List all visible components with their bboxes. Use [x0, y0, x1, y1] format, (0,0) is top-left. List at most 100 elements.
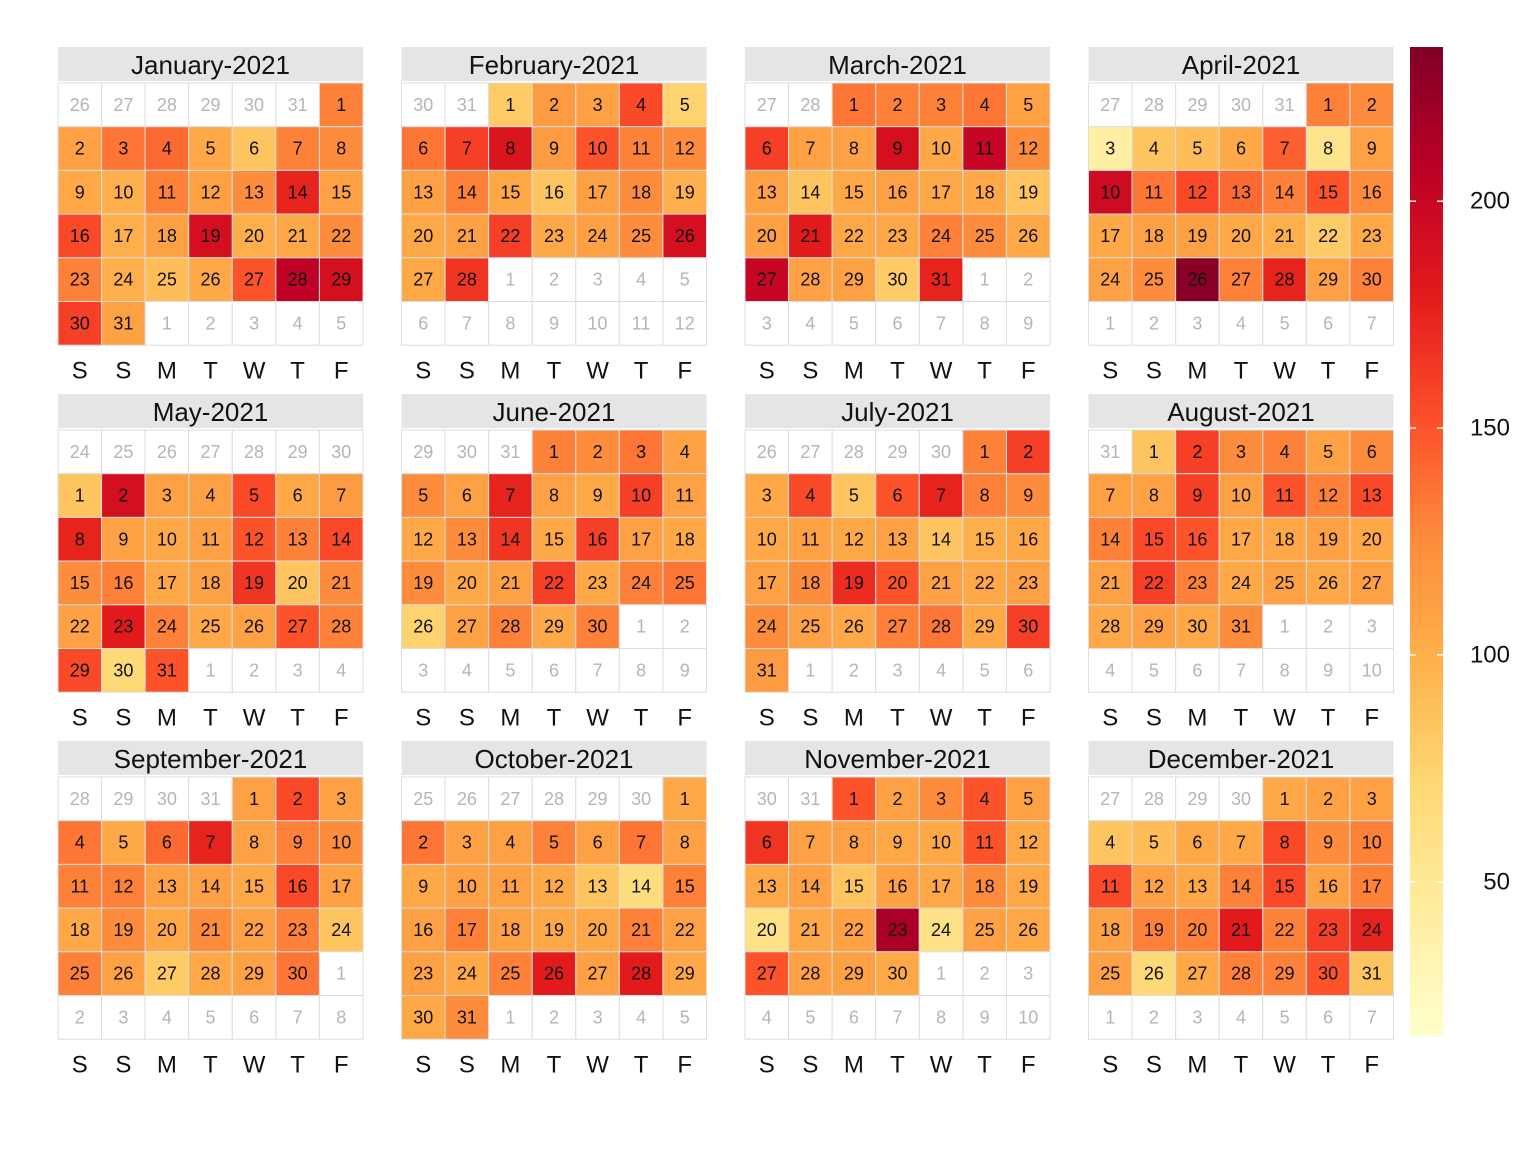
day-number: 20: [887, 573, 907, 593]
day-cell: [744, 257, 790, 302]
day-number: 27: [244, 270, 264, 290]
weekday-label: T: [977, 1052, 992, 1079]
day-number: 14: [500, 529, 520, 549]
empty-cell: [875, 301, 920, 346]
empty-cell: [57, 995, 103, 1040]
day-cell: [101, 820, 146, 865]
day-number: 22: [544, 573, 564, 593]
day-number: 19: [113, 920, 133, 940]
day-number: 21: [800, 226, 820, 246]
day-number: 1: [249, 789, 259, 809]
day-number: 21: [800, 920, 820, 940]
day-number: 19: [1187, 226, 1207, 246]
day-number: 4: [75, 833, 85, 853]
day-number: 24: [757, 617, 777, 637]
day-cell: [962, 820, 1007, 865]
day-number: 2: [1023, 442, 1033, 462]
day-number: 7: [336, 486, 346, 506]
weekday-label: T: [890, 705, 905, 732]
day-number: 21: [1231, 920, 1251, 940]
empty-cell: [101, 429, 146, 475]
day-number: 14: [457, 182, 477, 202]
empty-cell: [831, 995, 877, 1040]
weekday-label: S: [1102, 1052, 1118, 1079]
empty-cell: [1131, 301, 1177, 346]
day-number: 7: [1280, 139, 1290, 159]
empty-cell: [444, 429, 490, 475]
empty-cell: [444, 648, 490, 693]
day-number: 1: [75, 486, 85, 506]
day-cell: [1005, 473, 1051, 518]
outside-day-number: 3: [418, 660, 428, 680]
day-number: 2: [549, 95, 559, 115]
day-number: 25: [975, 920, 995, 940]
outside-day-number: 1: [1105, 1007, 1115, 1027]
day-number: 15: [844, 876, 864, 896]
day-cell: [318, 604, 364, 649]
day-cell: [1131, 516, 1177, 562]
day-cell: [318, 776, 364, 822]
day-cell: [662, 169, 708, 215]
day-number: 12: [1318, 486, 1338, 506]
day-number: 15: [244, 876, 264, 896]
day-number: 3: [1236, 442, 1246, 462]
day-number: 10: [588, 139, 608, 159]
day-cell: [57, 648, 103, 693]
weekday-label: M: [157, 358, 177, 385]
day-cell: [744, 516, 790, 562]
day-cell: [101, 301, 146, 346]
day-cell: [744, 820, 790, 865]
day-number: 31: [457, 1007, 477, 1027]
outside-day-number: 3: [1367, 617, 1377, 637]
day-number: 1: [849, 95, 859, 115]
day-number: 11: [975, 833, 994, 853]
day-number: 27: [588, 964, 608, 984]
day-cell: [488, 473, 533, 518]
day-number: 10: [157, 529, 177, 549]
outside-day-number: 2: [75, 1007, 85, 1027]
empty-cell: [1175, 82, 1220, 128]
day-cell: [231, 560, 277, 606]
day-number: 4: [205, 486, 215, 506]
outside-day-number: 2: [849, 660, 859, 680]
day-number: 16: [588, 529, 608, 549]
day-number: 5: [849, 486, 859, 506]
day-number: 6: [1367, 442, 1377, 462]
empty-cell: [1005, 301, 1051, 346]
day-cell: [1262, 776, 1307, 822]
weekday-label: F: [1364, 358, 1379, 385]
day-number: 21: [331, 573, 351, 593]
weekday-label: M: [844, 358, 864, 385]
outside-day-number: 30: [244, 95, 264, 115]
outside-day-number: 29: [1187, 789, 1207, 809]
outside-day-number: 30: [413, 95, 433, 115]
day-number: 13: [1362, 486, 1382, 506]
day-number: 11: [70, 876, 89, 896]
day-cell: [1349, 126, 1395, 171]
empty-cell: [918, 648, 964, 693]
day-number: 4: [1105, 833, 1115, 853]
outside-day-number: 28: [544, 789, 564, 809]
day-number: 29: [1318, 270, 1338, 290]
day-number: 7: [293, 139, 303, 159]
empty-cell: [488, 995, 533, 1040]
day-cell: [1305, 82, 1351, 128]
day-number: 12: [1144, 876, 1164, 896]
day-number: 9: [118, 529, 128, 549]
weekday-label: T: [547, 705, 562, 732]
outside-day-number: 4: [293, 313, 303, 333]
day-cell: [1175, 126, 1220, 171]
day-cell: [401, 951, 446, 996]
day-cell: [918, 820, 964, 865]
weekday-label: T: [547, 358, 562, 385]
outside-day-number: 3: [762, 313, 772, 333]
day-cell: [488, 951, 533, 996]
weekday-label: F: [677, 358, 692, 385]
day-cell: [1349, 429, 1395, 475]
day-number: 29: [244, 964, 264, 984]
day-number: 20: [1187, 920, 1207, 940]
day-cell: [231, 776, 277, 822]
day-cell: [875, 213, 920, 259]
day-cell: [488, 604, 533, 649]
day-cell: [275, 820, 320, 865]
